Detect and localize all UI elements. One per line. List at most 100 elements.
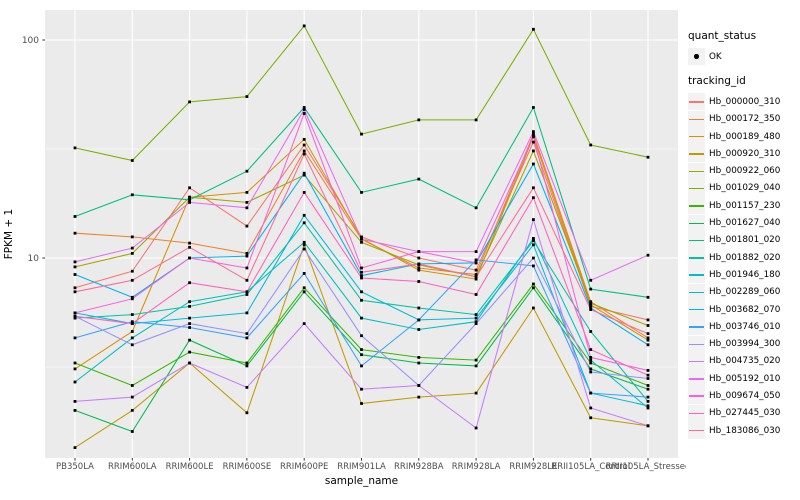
data-point	[245, 169, 249, 173]
legend-key-box	[688, 404, 705, 422]
x-tick-label: RRIM928BA	[394, 462, 444, 472]
legend-key-box	[688, 387, 705, 405]
data-point	[245, 278, 249, 282]
series-color-line-icon	[689, 101, 704, 103]
data-point	[360, 266, 363, 270]
legend-item-Hb_004735_020: Hb_004735_020	[688, 352, 800, 370]
data-point	[360, 237, 363, 241]
series-color-line-icon	[689, 395, 704, 397]
data-point	[646, 155, 650, 159]
data-point	[532, 27, 535, 31]
data-point	[646, 424, 650, 428]
data-point	[360, 191, 363, 194]
legend-quant-items: OK	[688, 48, 800, 66]
data-point	[245, 336, 249, 340]
legend-item-Hb_000922_060: Hb_000922_060	[688, 162, 800, 180]
legend-key-box	[688, 145, 705, 163]
data-point	[188, 201, 191, 204]
legend-item-Hb_000172_350: Hb_000172_350	[688, 110, 800, 128]
x-tick-label: RRIM928LE	[509, 462, 557, 472]
legend-key-box	[688, 110, 705, 128]
data-point	[646, 332, 650, 335]
legend-item-label: Hb_001946_180	[709, 269, 781, 280]
data-point	[302, 171, 306, 175]
legend-key-box	[688, 422, 705, 440]
data-point	[360, 334, 363, 338]
data-point	[646, 338, 650, 342]
data-point	[302, 243, 306, 247]
data-point	[302, 106, 306, 109]
data-point	[360, 274, 363, 277]
data-point	[474, 364, 478, 368]
data-point	[360, 387, 363, 391]
legend-item-Hb_001946_180: Hb_001946_180	[688, 266, 800, 284]
data-point	[417, 318, 421, 322]
legend-item-label: Hb_000922_060	[709, 166, 781, 177]
data-point	[589, 391, 593, 395]
data-point	[589, 416, 593, 420]
data-point	[360, 240, 363, 244]
data-point	[188, 198, 191, 202]
data-point	[245, 332, 249, 335]
x-tick-label: RRIM600LE	[166, 462, 214, 472]
legend-title-quant-status: quant_status	[688, 30, 757, 42]
legend-item-Hb_000000_310: Hb_000000_310	[688, 93, 800, 111]
data-point	[130, 395, 134, 399]
data-point	[417, 361, 421, 365]
data-point	[245, 201, 249, 204]
data-point	[474, 391, 478, 395]
data-point	[646, 395, 650, 399]
data-point	[245, 95, 249, 98]
legend-item-Hb_000189_480: Hb_000189_480	[688, 128, 800, 146]
data-point	[360, 348, 363, 351]
data-point	[188, 100, 191, 104]
x-tick-label: RRIM600PE	[280, 462, 328, 472]
data-point	[417, 266, 421, 270]
series-color-line-icon	[689, 222, 704, 224]
data-point	[130, 246, 134, 250]
series-color-line-icon	[689, 205, 704, 207]
data-point	[302, 213, 306, 217]
legend-key-box	[688, 283, 705, 301]
data-point	[245, 411, 249, 415]
data-point	[360, 353, 363, 357]
data-point	[302, 138, 306, 141]
data-point	[188, 256, 191, 260]
series-color-line-icon	[689, 343, 704, 345]
data-point	[532, 218, 535, 221]
legend-item-label: Hb_005192_010	[709, 373, 781, 384]
legend-key-box	[688, 179, 705, 197]
data-point	[188, 326, 191, 329]
data-point	[73, 290, 77, 294]
data-point	[360, 270, 363, 274]
data-point	[130, 336, 134, 340]
data-point	[532, 135, 535, 139]
data-point	[130, 313, 134, 316]
data-point	[532, 149, 535, 153]
data-point	[188, 186, 191, 190]
data-point	[188, 361, 191, 365]
data-point	[360, 364, 363, 368]
data-point	[188, 350, 191, 354]
data-point	[589, 303, 593, 307]
data-point	[532, 140, 535, 144]
data-point	[532, 130, 535, 133]
data-point	[130, 322, 134, 325]
data-point	[245, 290, 249, 294]
data-point	[532, 282, 535, 286]
data-point	[646, 400, 650, 403]
y-axis-title: FPKM + 1	[3, 209, 15, 259]
data-point	[302, 173, 306, 177]
legend-item-label: Hb_183086_030	[709, 425, 781, 436]
legend-key-box	[688, 266, 705, 284]
legend-item-label: Hb_000172_350	[709, 114, 781, 125]
legend-item-label: Hb_027445_030	[709, 408, 781, 419]
data-point	[360, 235, 363, 239]
legend-item-label: Hb_001801_020	[709, 235, 781, 246]
data-point	[188, 322, 191, 325]
series-color-line-icon	[689, 326, 704, 328]
data-point	[360, 316, 363, 320]
legend-item-Hb_027445_030: Hb_027445_030	[688, 404, 800, 422]
data-point	[532, 239, 535, 243]
legend-title-tracking-id: tracking_id	[688, 75, 746, 88]
